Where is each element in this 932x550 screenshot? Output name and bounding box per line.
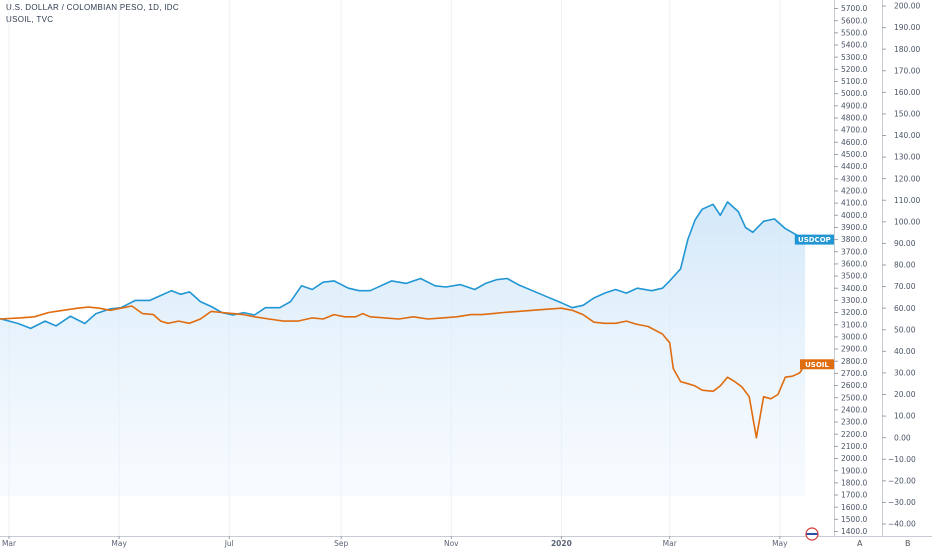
left-axis-tick-label: 3200.0 (841, 308, 867, 317)
left-axis-tick-label: 2200.0 (841, 430, 867, 439)
right-axis-tick-label: −40.00 (888, 520, 916, 529)
left-axis-tick-label: 5400.0 (841, 41, 867, 50)
auto-scale-button[interactable]: A (857, 539, 863, 548)
right-axis-tick-label: 150.00 (894, 110, 920, 119)
usdcop-area-fill (0, 201, 806, 496)
right-axis-tick-label: −20.00 (888, 476, 916, 485)
right-axis-tick-label: 60.00 (894, 304, 916, 313)
chart-title: U.S. DOLLAR / COLOMBIAN PESO, 1D, IDC (6, 3, 179, 12)
log-scale-button[interactable]: B (905, 539, 911, 548)
time-axis-label: May (772, 539, 788, 548)
right-axis-tick-label: 50.00 (894, 325, 916, 334)
right-axis-tick-label: 70.00 (894, 282, 916, 291)
left-axis-tick-label: 2500.0 (841, 393, 867, 402)
left-axis-tick-label: 2900.0 (841, 345, 867, 354)
left-axis-tick-label: 4300.0 (841, 174, 867, 183)
right-axis-tick-label: 100.00 (894, 217, 920, 226)
right-axis-tick-label: 110.00 (894, 196, 920, 205)
left-axis-tick-label: 3900.0 (841, 223, 867, 232)
left-axis-tick-label: 4000.0 (841, 211, 867, 220)
left-axis-tick-label: 2100.0 (841, 442, 867, 451)
left-axis-tick-label: 4500.0 (841, 150, 867, 159)
time-axis-label: Mar (2, 539, 17, 548)
right-axis-tick-label: 30.00 (894, 369, 916, 378)
left-axis-tick-label: 2400.0 (841, 405, 867, 414)
left-axis-tick-label: 4800.0 (841, 114, 867, 123)
left-axis-tick-label: 2700.0 (841, 369, 867, 378)
left-axis-tick-label: 1400.0 (841, 527, 867, 536)
right-axis-tick-label: 170.00 (894, 66, 920, 75)
usoil-tag-label: USOIL (805, 361, 829, 369)
left-axis-tick-label: 3700.0 (841, 247, 867, 256)
left-axis-tick-label: 4100.0 (841, 199, 867, 208)
usdcop-tag-label: USDCOP (798, 236, 831, 244)
left-axis-tick-label: 4400.0 (841, 162, 867, 171)
left-axis-tick-label: 2600.0 (841, 381, 867, 390)
right-axis-tick-label: 190.00 (894, 23, 920, 32)
left-axis-tick-label: 3100.0 (841, 320, 867, 329)
right-axis-tick-label: 0.00 (894, 433, 911, 442)
right-axis-tick-label: 160.00 (894, 88, 920, 97)
left-axis-tick-label: 3400.0 (841, 284, 867, 293)
usdcop-last-value-tag (794, 234, 834, 245)
left-axis-tick-label: 4900.0 (841, 101, 867, 110)
time-axis-label: May (111, 539, 127, 548)
left-axis-tick-label: 3000.0 (841, 332, 867, 341)
right-axis-tick-label: 10.00 (894, 412, 916, 421)
usoil-last-value-tag (800, 359, 834, 370)
left-axis-tick-label: 1700.0 (841, 491, 867, 500)
time-axis-label: Jul (224, 539, 234, 548)
time-axis-label: Mar (663, 539, 678, 548)
time-axis-label: Nov (444, 539, 459, 548)
usoil-line (0, 305, 806, 439)
left-axis-tick-label: 1800.0 (841, 478, 867, 487)
left-axis-tick-label: 2000.0 (841, 454, 867, 463)
left-axis-tick-label: 5100.0 (841, 77, 867, 86)
left-axis-tick-label: 5500.0 (841, 28, 867, 37)
left-axis-tick-label: 1900.0 (841, 466, 867, 475)
right-axis-tick-label: 180.00 (894, 45, 920, 54)
left-axis-tick-label: 5300.0 (841, 53, 867, 62)
left-axis-tick-label: 3600.0 (841, 260, 867, 269)
right-axis-tick-label: −10.00 (888, 455, 916, 464)
left-axis-tick-label: 4200.0 (841, 187, 867, 196)
left-axis-tick-label: 3800.0 (841, 235, 867, 244)
left-axis-tick-label: 1600.0 (841, 503, 867, 512)
right-axis-tick-label: 130.00 (894, 153, 920, 162)
chart-subtitle: USOIL, TVC (6, 15, 54, 24)
left-axis-tick-label: 5700.0 (841, 4, 867, 13)
time-axis-label: 2020 (551, 539, 572, 548)
right-axis-tick-label: 140.00 (894, 131, 920, 140)
left-axis-tick-label: 4700.0 (841, 126, 867, 135)
left-axis-tick-label: 5000.0 (841, 89, 867, 98)
right-axis-tick-label: 80.00 (894, 261, 916, 270)
left-axis-tick-label: 5600.0 (841, 16, 867, 25)
right-axis-tick-label: 20.00 (894, 390, 916, 399)
left-axis-tick-label: 1500.0 (841, 515, 867, 524)
left-axis-tick-label: 3500.0 (841, 272, 867, 281)
right-axis-tick-label: 90.00 (894, 239, 916, 248)
left-axis-tick-label: 4600.0 (841, 138, 867, 147)
right-axis-tick-label: 120.00 (894, 174, 920, 183)
right-axis-tick-label: 40.00 (894, 347, 916, 356)
time-axis-label: Sep (334, 539, 348, 548)
left-axis-tick-label: 5200.0 (841, 65, 867, 74)
left-axis-tick-label: 2300.0 (841, 418, 867, 427)
right-axis-tick-label: 200.00 (894, 2, 920, 11)
usdcop-line (0, 201, 806, 330)
right-axis-tick-label: −30.00 (888, 498, 916, 507)
left-axis-tick-label: 2800.0 (841, 357, 867, 366)
left-axis-tick-label: 3300.0 (841, 296, 867, 305)
